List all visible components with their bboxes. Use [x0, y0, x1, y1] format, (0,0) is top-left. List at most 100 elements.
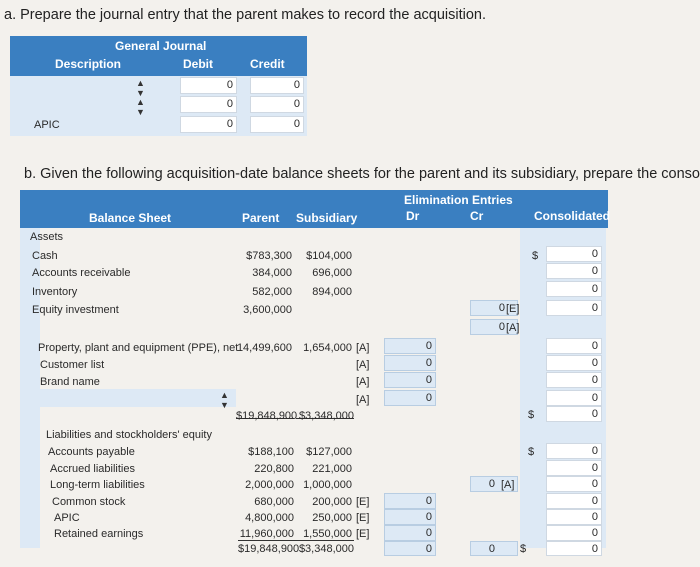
consolidated-input[interactable]: 0 [546, 390, 602, 406]
row-label: Accounts payable [48, 446, 135, 458]
col-cr: Cr [470, 209, 484, 223]
cr-input[interactable]: 0 [470, 319, 518, 335]
consolidated-input[interactable]: 0 [546, 509, 602, 525]
row-label: Accrued liabilities [50, 463, 135, 475]
dr-input[interactable]: 0 [384, 355, 436, 371]
entry-tag: [E] [356, 528, 370, 540]
dr-input[interactable]: 0 [384, 493, 436, 509]
col-credit: Credit [250, 57, 285, 71]
consolidated-input[interactable]: 0 [546, 338, 602, 354]
part-a-prompt: a. Prepare the journal entry that the pa… [4, 7, 486, 23]
dr-input[interactable]: 0 [384, 372, 436, 388]
consolidated-input[interactable]: 0 [546, 443, 602, 459]
consolidated-input[interactable]: 0 [546, 263, 602, 279]
sub-value: 1,654,000 [303, 342, 352, 354]
credit-input[interactable]: 0 [250, 96, 304, 113]
consolidated-input[interactable]: 0 [546, 460, 602, 476]
parent-value: 3,600,000 [243, 304, 292, 316]
consolidated-input[interactable]: 0 [546, 476, 602, 492]
dropdown-chevron-icon[interactable]: ▲ ▼ [136, 78, 145, 98]
journal-title: General Journal [115, 39, 207, 53]
consolidated-input[interactable]: 0 [546, 541, 602, 556]
entry-tag: [A] [501, 479, 515, 491]
entry-tag: [A] [356, 359, 370, 371]
dropdown-chevron-icon[interactable]: ▲ ▼ [220, 390, 229, 410]
col-subsidiary: Subsidiary [296, 211, 358, 225]
credit-input[interactable]: 0 [250, 77, 304, 94]
journal-body: ▲ ▼ 0 0 ▲ ▼ 0 0 APIC 0 0 [10, 76, 307, 136]
row-label: Accounts receivable [32, 267, 131, 279]
sub-value: 1,000,000 [303, 479, 352, 491]
entry-tag: [A] [356, 376, 370, 388]
row-label: Equity investment [32, 304, 119, 316]
sub-value: 1,550,000 [303, 528, 352, 540]
parent-value: $188,100 [248, 446, 294, 458]
sub-value: 696,000 [312, 267, 352, 279]
parent-value: 384,000 [252, 267, 292, 279]
sub-value: $127,000 [306, 446, 352, 458]
entry-tag: [E] [506, 303, 520, 315]
row-label: Long-term liabilities [50, 479, 145, 491]
dropdown-chevron-icon[interactable]: ▲ ▼ [136, 97, 145, 117]
worksheet-header: Elimination Entries Balance Sheet Parent… [20, 190, 610, 228]
entry-tag: [E] [356, 512, 370, 524]
part-b-prompt: b. Given the following acquisition-date … [24, 166, 700, 182]
consolidated-input[interactable]: 0 [546, 300, 602, 316]
row-label: Common stock [52, 496, 126, 508]
row-label: Customer list [40, 359, 105, 371]
entry-tag: [A] [506, 322, 520, 334]
consolidated-input[interactable]: 0 [546, 372, 602, 388]
debit-input[interactable]: 0 [180, 116, 237, 133]
col-description: Description [55, 57, 122, 71]
parent-value: 680,000 [254, 496, 294, 508]
divider [296, 406, 354, 419]
consolidated-input[interactable]: 0 [546, 281, 602, 297]
left-band [20, 228, 40, 548]
divider [236, 406, 294, 419]
entry-tag: [A] [356, 394, 370, 406]
consolidated-input[interactable]: 0 [546, 355, 602, 371]
divider [238, 539, 296, 541]
dr-input[interactable]: 0 [384, 338, 436, 354]
dr-input[interactable]: 0 [384, 525, 436, 541]
liabilities-label: Liabilities and stockholders' equity [46, 429, 212, 441]
parent-total: $19,848,900 [236, 410, 298, 422]
col-balance-sheet: Balance Sheet [89, 211, 172, 225]
journal-header: General Journal Description Debit Credit [10, 36, 307, 76]
consolidated-input[interactable]: 0 [546, 406, 602, 422]
sub-value: 250,000 [312, 512, 352, 524]
parent-value: 11,960,000 [239, 528, 294, 540]
parent-value: $783,300 [246, 250, 292, 262]
dr-input[interactable]: 0 [384, 509, 436, 525]
parent-value: 220,800 [254, 463, 294, 475]
cr-input[interactable]: 0 [470, 476, 518, 492]
entry-tag: [E] [356, 496, 370, 508]
consolidated-input[interactable]: 0 [546, 493, 602, 509]
row-label: Cash [32, 250, 58, 262]
col-debit: Debit [183, 57, 213, 71]
sub-value: 221,000 [312, 463, 352, 475]
row-label: Property, plant and equipment (PPE), net [38, 342, 239, 354]
row-label: APIC [54, 512, 80, 524]
dr-input[interactable]: 0 [384, 390, 436, 406]
dr-total-input[interactable]: 0 [384, 541, 436, 556]
consolidated-input[interactable]: 0 [546, 525, 602, 541]
debit-input[interactable]: 0 [180, 96, 237, 113]
row-label: Brand name [40, 376, 100, 388]
sub-value: $104,000 [306, 250, 352, 262]
debit-input[interactable]: 0 [180, 77, 237, 94]
row-label: Inventory [32, 286, 78, 298]
elim-header: Elimination Entries [404, 193, 513, 207]
sub-value: 200,000 [312, 496, 352, 508]
parent-value: 4,800,000 [245, 512, 294, 524]
journal-row-description: APIC [34, 119, 60, 131]
cr-input[interactable]: 0 [470, 300, 518, 316]
sub-total: $3,348,000 [298, 410, 354, 422]
entry-tag: [A] [356, 342, 370, 354]
dollar-sign: $ [528, 446, 535, 458]
assets-label: Assets [30, 231, 64, 243]
parent-value: 582,000 [252, 286, 292, 298]
cr-total-input[interactable]: 0 [470, 541, 518, 556]
credit-input[interactable]: 0 [250, 116, 304, 133]
consolidated-input[interactable]: 0 [546, 246, 602, 262]
